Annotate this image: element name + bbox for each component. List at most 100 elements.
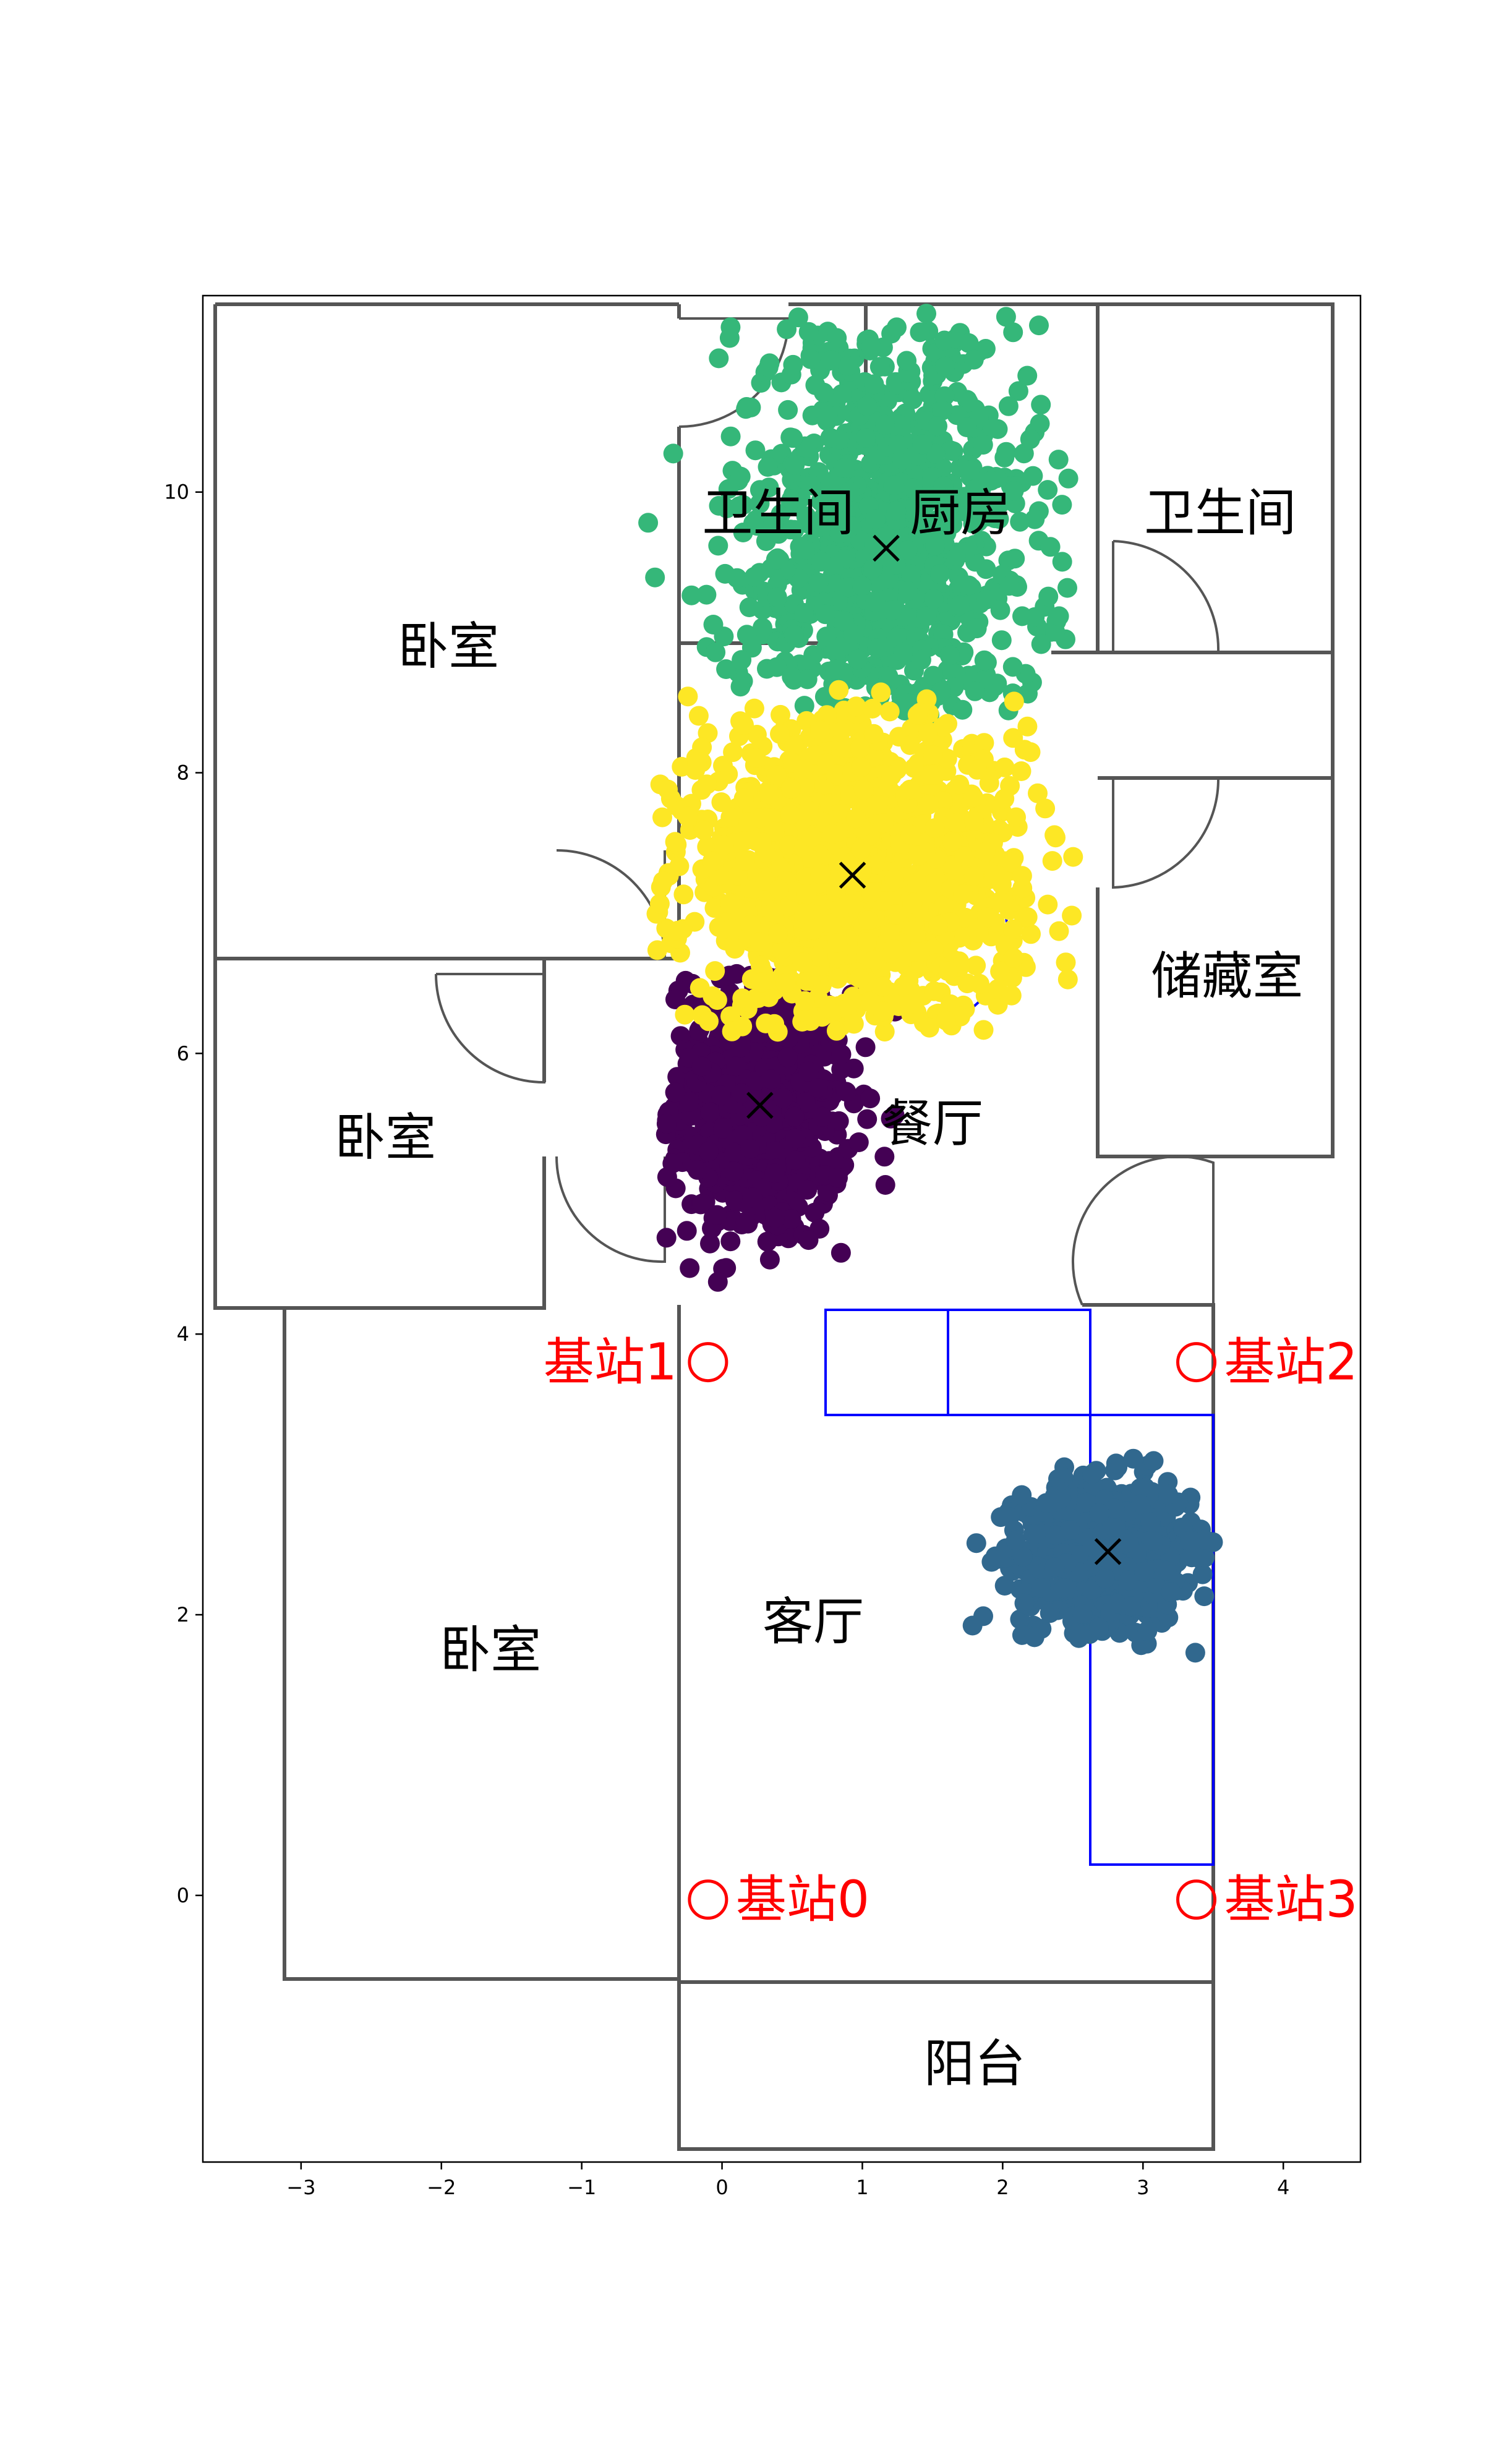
data-point <box>751 972 772 993</box>
data-point <box>873 1001 893 1022</box>
data-point <box>711 792 732 813</box>
data-point <box>861 337 881 357</box>
wall-living <box>677 1303 1215 2151</box>
data-point <box>880 923 900 944</box>
data-point <box>936 1011 956 1031</box>
data-point <box>874 1147 895 1167</box>
data-point <box>692 737 712 758</box>
data-point <box>805 1202 825 1223</box>
data-point <box>840 482 860 502</box>
y-axis: 0 2 4 6 8 10 <box>164 481 203 1907</box>
furniture-sofa <box>826 1310 1215 1866</box>
room-label: 厨房 <box>910 484 1011 543</box>
data-point <box>863 558 883 579</box>
data-point <box>888 435 908 455</box>
data-point <box>1105 1498 1125 1519</box>
data-point <box>793 759 813 779</box>
room-label: 卫生间 <box>702 484 854 543</box>
data-point <box>1031 634 1051 654</box>
data-point <box>730 677 751 697</box>
data-point <box>919 765 939 785</box>
data-point <box>857 396 878 416</box>
axes-frame <box>202 294 1362 2163</box>
data-point <box>981 471 1001 491</box>
room-label: 餐厅 <box>882 1095 983 1153</box>
data-point <box>954 846 975 866</box>
data-point <box>865 592 886 612</box>
data-point <box>1063 847 1083 867</box>
data-point <box>1121 1596 1141 1617</box>
data-point <box>826 1020 847 1041</box>
data-point <box>777 1047 798 1067</box>
data-point <box>808 1078 828 1098</box>
data-point <box>970 973 989 994</box>
data-point <box>1049 921 1069 941</box>
door-small-bedroom-lower <box>555 1156 666 1263</box>
data-point <box>677 806 698 827</box>
data-point <box>886 374 906 395</box>
data-point <box>813 1106 832 1127</box>
data-point <box>700 1102 720 1122</box>
data-point <box>722 918 742 939</box>
wall-storage <box>1096 776 1335 1158</box>
data-point <box>1088 1617 1109 1638</box>
data-point <box>814 382 834 403</box>
data-point <box>963 866 984 886</box>
data-point <box>810 864 831 884</box>
data-point <box>691 1056 712 1077</box>
data-point <box>759 784 779 805</box>
room-label: 储藏室 <box>1151 947 1303 1006</box>
data-point <box>925 536 946 556</box>
data-point <box>744 566 764 587</box>
data-point <box>884 475 905 495</box>
scatter-points <box>638 304 1223 1663</box>
data-point <box>1004 481 1024 501</box>
data-point <box>750 932 770 952</box>
data-point <box>720 807 741 827</box>
room-label: 卧室 <box>398 617 499 676</box>
data-point <box>829 680 849 700</box>
data-point <box>1046 827 1066 848</box>
centroid-marker <box>839 861 866 889</box>
data-point <box>875 1175 895 1195</box>
data-point <box>976 559 996 579</box>
data-point <box>867 638 887 659</box>
data-point <box>1040 537 1061 557</box>
data-point <box>723 742 743 763</box>
data-point <box>779 835 799 855</box>
data-point <box>827 968 848 989</box>
data-point <box>794 696 814 716</box>
data-point <box>865 509 886 529</box>
data-point <box>761 1069 781 1090</box>
data-point <box>946 813 967 833</box>
data-point <box>911 649 931 670</box>
data-point <box>863 724 884 744</box>
data-point <box>893 642 913 662</box>
data-point <box>814 506 834 526</box>
base-station-marker <box>1176 1342 1217 1383</box>
y-tick-label: 8 <box>177 761 189 785</box>
data-point <box>784 1106 805 1127</box>
data-point <box>946 546 966 566</box>
data-point <box>990 600 1010 620</box>
data-point <box>967 759 988 780</box>
data-point <box>1003 728 1023 748</box>
data-point <box>882 600 902 621</box>
data-point <box>730 466 751 487</box>
x-tick-label: −1 <box>567 2176 596 2199</box>
data-point <box>963 787 984 808</box>
data-point <box>699 1011 719 1032</box>
data-point <box>904 758 925 778</box>
data-point <box>836 1082 856 1102</box>
data-point <box>698 1142 719 1161</box>
data-point <box>994 789 1015 809</box>
data-point <box>1143 1531 1163 1551</box>
y-tick-label: 6 <box>177 1041 189 1065</box>
data-point <box>745 440 766 461</box>
data-point <box>705 961 725 981</box>
data-point <box>665 989 685 1009</box>
data-point <box>1023 466 1043 486</box>
data-point <box>1123 1448 1143 1469</box>
data-point <box>675 1004 695 1025</box>
